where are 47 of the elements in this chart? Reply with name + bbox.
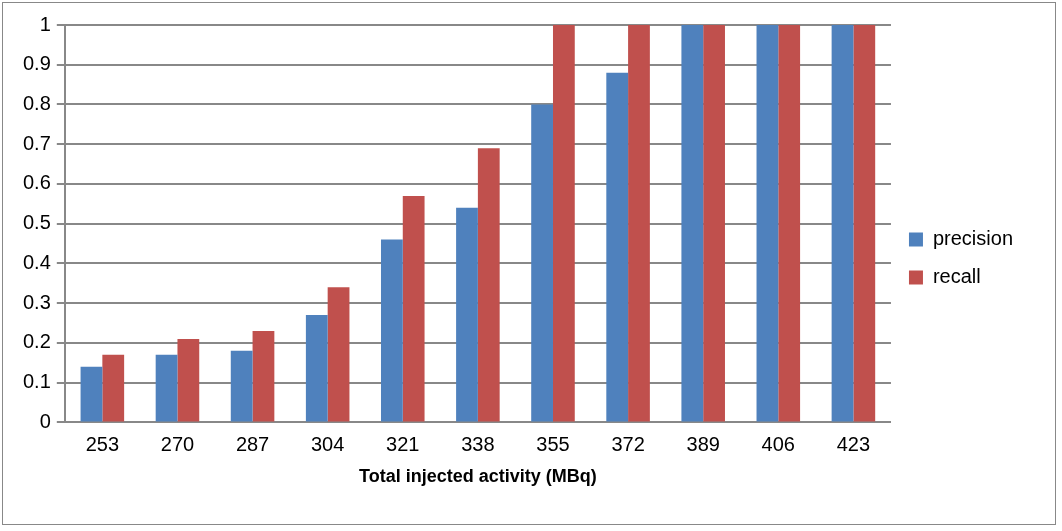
bar	[853, 25, 876, 422]
bar	[102, 354, 125, 422]
bar	[606, 72, 629, 422]
bar	[628, 25, 650, 422]
bar	[327, 287, 350, 422]
bar	[831, 25, 854, 422]
x-tick-label: 253	[85, 432, 120, 455]
bar	[703, 25, 725, 422]
y-tick-label: 0.2	[22, 330, 51, 353]
bar	[305, 315, 328, 422]
y-tick-label: 0.7	[22, 131, 51, 154]
y-tick-label: 0.1	[22, 370, 51, 393]
x-tick-label: 423	[836, 432, 871, 455]
bar	[80, 366, 103, 422]
y-tick-label: 0.8	[22, 92, 51, 114]
bar	[177, 338, 200, 422]
legend-label: precision	[932, 227, 1014, 250]
bar	[155, 354, 178, 422]
x-tick-label: 372	[611, 432, 645, 455]
bar	[456, 207, 478, 422]
y-tick-label: 0.4	[22, 250, 51, 273]
legend-label: recall	[932, 265, 981, 288]
x-tick-label: 287	[235, 432, 270, 455]
bar	[477, 148, 500, 422]
y-tick-label: 0.5	[22, 211, 51, 234]
bar	[402, 195, 425, 422]
bar	[552, 25, 575, 422]
bar	[252, 331, 275, 422]
bar	[756, 25, 779, 422]
bar	[531, 104, 553, 422]
x-tick-label: 270	[160, 432, 195, 455]
x-tick-label: 355	[536, 432, 570, 455]
x-tick-label: 406	[761, 432, 795, 455]
y-tick-label: 0	[39, 409, 51, 432]
x-tick-label: 304	[310, 432, 345, 455]
y-tick-label: 1	[39, 12, 51, 35]
x-tick-label: 321	[386, 432, 420, 455]
bar	[230, 350, 253, 422]
bar	[681, 25, 704, 422]
x-axis-title: Total injected activity (MBq)	[359, 466, 597, 487]
y-tick-label: 0.9	[22, 52, 51, 75]
x-tick-label: 338	[461, 432, 495, 455]
bar	[381, 239, 403, 422]
y-tick-label: 0.6	[22, 171, 51, 194]
bar	[778, 25, 801, 422]
x-tick-label: 389	[686, 432, 720, 455]
y-tick-label: 0.3	[22, 290, 51, 313]
